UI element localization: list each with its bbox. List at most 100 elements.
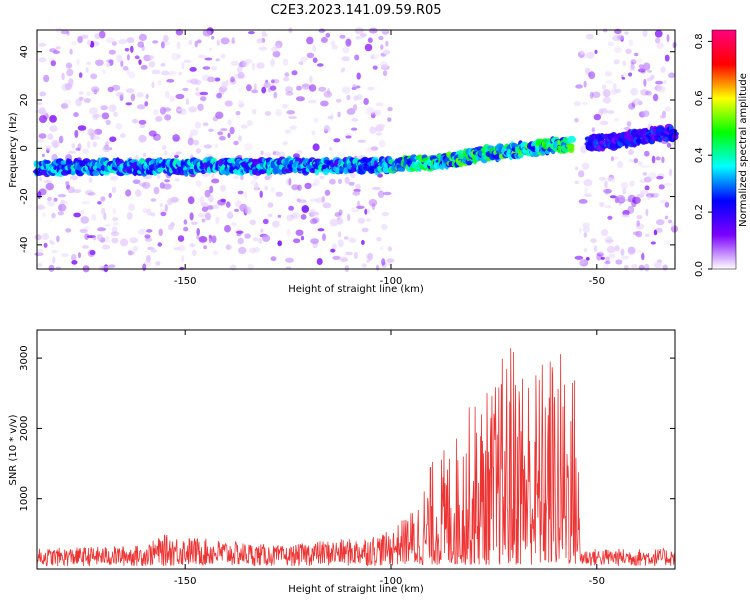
spectrogram-cell [200,202,209,208]
spectrogram-cell [230,60,239,66]
spectrogram-cell [209,47,213,52]
spectrogram-cell [643,263,650,272]
spectrogram-cell [166,79,175,83]
spectrogram-cell [154,135,162,141]
spectrogram-cell [181,255,185,263]
spectrogram-cell [601,84,607,90]
spectrogram-cell [231,222,237,227]
snr-series-line [36,348,676,567]
spectrogram-cell [264,185,268,191]
spectrogram-cell [306,52,315,59]
spectrogram-y-tick-label: 0 [19,145,30,151]
spectrogram-cell [381,64,389,69]
spectrogram-cell [159,203,163,208]
colorbar-ticks: 0.0 0.2 0.4 0.6 0.8 [694,33,712,277]
spectrogram-cell [662,264,668,271]
spectrogram-cell [638,64,645,69]
spectrogram-cell [642,172,648,176]
spectrogram-cell [52,50,60,54]
spectrogram-cell [656,219,665,226]
spectrogram-cell [346,94,351,101]
spectrogram-y-tick-label: 20 [19,94,30,107]
spectrogram-cell [277,240,283,247]
spectrogram-cell [351,127,358,131]
spectrogram-cell [211,66,217,71]
spectrogram-cell [599,202,605,207]
spectrogram-cell [591,127,595,133]
spectrogram-cell [627,205,635,214]
spectrogram-y-tick-label: -40 [19,237,30,253]
spectrogram-cell [631,200,637,208]
spectrogram-cell [323,125,329,132]
spectrogram-cell [144,237,153,242]
spectrogram-cell [291,184,299,191]
spectrogram-cell [139,123,146,129]
spectrogram-cell [637,161,643,166]
spectrogram-cell [146,254,151,263]
spectrogram-cell [327,115,334,120]
spectrogram-cell [332,255,341,260]
spectrogram-cell [102,145,111,153]
spectrogram-cell [132,246,138,252]
spectrogram-cell [92,88,100,94]
spectrogram-cell [143,54,152,62]
spectrogram-cell [638,68,646,73]
spectrogram-cell [602,263,609,269]
spectrogram-cell [164,179,171,183]
spectrogram-cell [244,233,251,239]
spectrogram-cell [356,72,361,80]
spectrogram-cell [252,237,259,242]
spectrogram-cell [178,244,186,252]
spectrogram-cell [292,153,300,159]
spectrogram-cell [164,90,170,99]
spectrogram-cell [574,117,579,123]
spectrogram-cell [162,34,169,43]
spectrogram-cell [289,125,297,130]
spectrogram-cell [211,178,220,184]
spectrogram-cell [640,165,650,169]
spectrogram-cell [275,109,283,117]
spectrogram-cell [256,38,263,44]
spectrogram-cell [364,208,368,215]
spectrogram-cell [205,212,211,221]
spectrogram-cell [330,40,336,47]
spectrogram-cell [243,191,248,199]
spectrogram-cell [175,151,182,155]
spectrogram-cell [656,175,664,180]
spectrogram-cell [75,98,82,107]
spectrogram-cell [41,232,50,241]
spectrogram-cell [650,192,659,198]
spectrogram-cell [494,153,501,160]
spectrogram-cell [144,259,152,267]
spectrogram-cell [196,228,200,236]
spectrogram-cell [233,175,240,180]
spectrogram-cell [105,236,110,244]
spectrogram-cell [636,215,643,220]
spectrogram-cell [126,54,130,61]
spectrogram-cell [584,187,588,194]
spectrogram-cell [586,51,595,59]
spectrogram-cell [60,199,65,204]
spectrogram-cell [381,224,388,230]
spectrogram-cell [128,203,135,211]
spectrogram-cell [199,196,205,204]
spectrogram-cell [109,175,119,181]
spectrogram-cell [288,205,294,211]
spectrogram-cell [585,257,590,261]
spectrogram-cell [632,196,641,204]
spectrogram-cell [293,238,301,244]
spectrogram-cell [189,67,197,72]
spectrogram-cell [51,250,58,253]
spectrogram-cell [308,84,317,92]
spectrogram-cell [650,241,656,245]
spectrogram-cell [319,175,325,180]
spectrogram-cell [671,142,676,146]
spectrogram-cell [297,184,302,191]
spectrogram-cell [304,182,312,190]
spectrogram-cell [211,173,215,179]
spectrogram-cell [306,36,314,45]
spectrogram-cell [237,100,245,109]
spectrogram-cell [381,211,390,217]
spectrogram-cell [229,78,237,85]
spectrogram-cell [217,131,224,136]
